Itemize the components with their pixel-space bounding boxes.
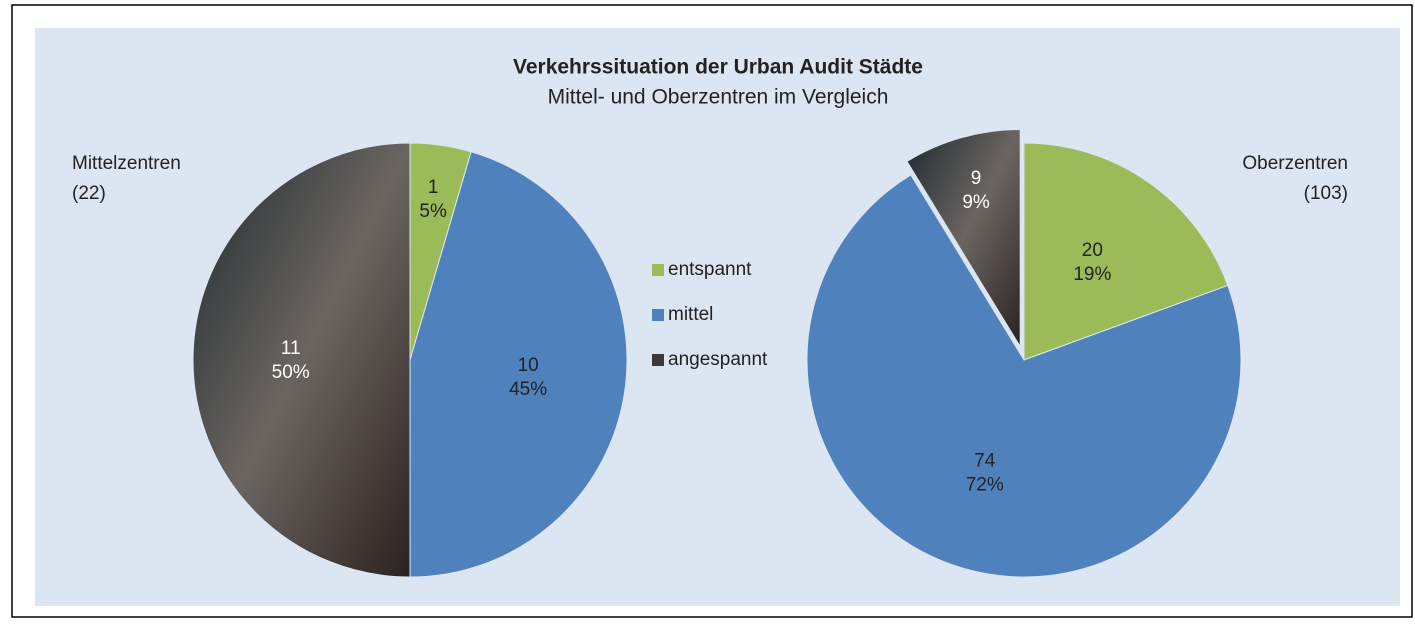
data-label: 9% — [962, 192, 990, 213]
data-label: 1 — [428, 177, 439, 198]
chart-subtitle: Mittel- und Oberzentren im Vergleich — [548, 86, 889, 109]
pie-slice — [409, 151, 628, 578]
legend-label: angespannt — [668, 349, 768, 370]
data-label: 11 — [281, 338, 301, 359]
data-label: 45% — [509, 379, 547, 400]
data-label: 20 — [1082, 240, 1103, 261]
pie-slice — [806, 174, 1242, 578]
pie-name: (103) — [1304, 183, 1348, 204]
data-label: 50% — [272, 362, 310, 383]
data-label: 72% — [966, 475, 1004, 496]
pie-name: Mittelzentren — [72, 153, 181, 174]
legend-swatch — [652, 264, 664, 276]
data-label: 74 — [974, 451, 996, 472]
data-label: 9 — [971, 168, 982, 189]
data-label: 19% — [1073, 264, 1111, 285]
pie-slice — [1023, 142, 1229, 361]
data-label: 5% — [419, 201, 447, 222]
legend-label: mittel — [668, 304, 713, 325]
legend-swatch — [652, 309, 664, 321]
legend-label: entspannt — [668, 259, 752, 280]
legend-swatch — [652, 354, 664, 366]
pie-slice — [906, 129, 1021, 349]
pie-name: Oberzentren — [1242, 153, 1348, 174]
chart-title: Verkehrssituation der Urban Audit Städte — [513, 56, 923, 79]
pie-slice — [192, 142, 411, 578]
data-label: 10 — [518, 355, 539, 376]
pie-name: (22) — [72, 183, 106, 204]
